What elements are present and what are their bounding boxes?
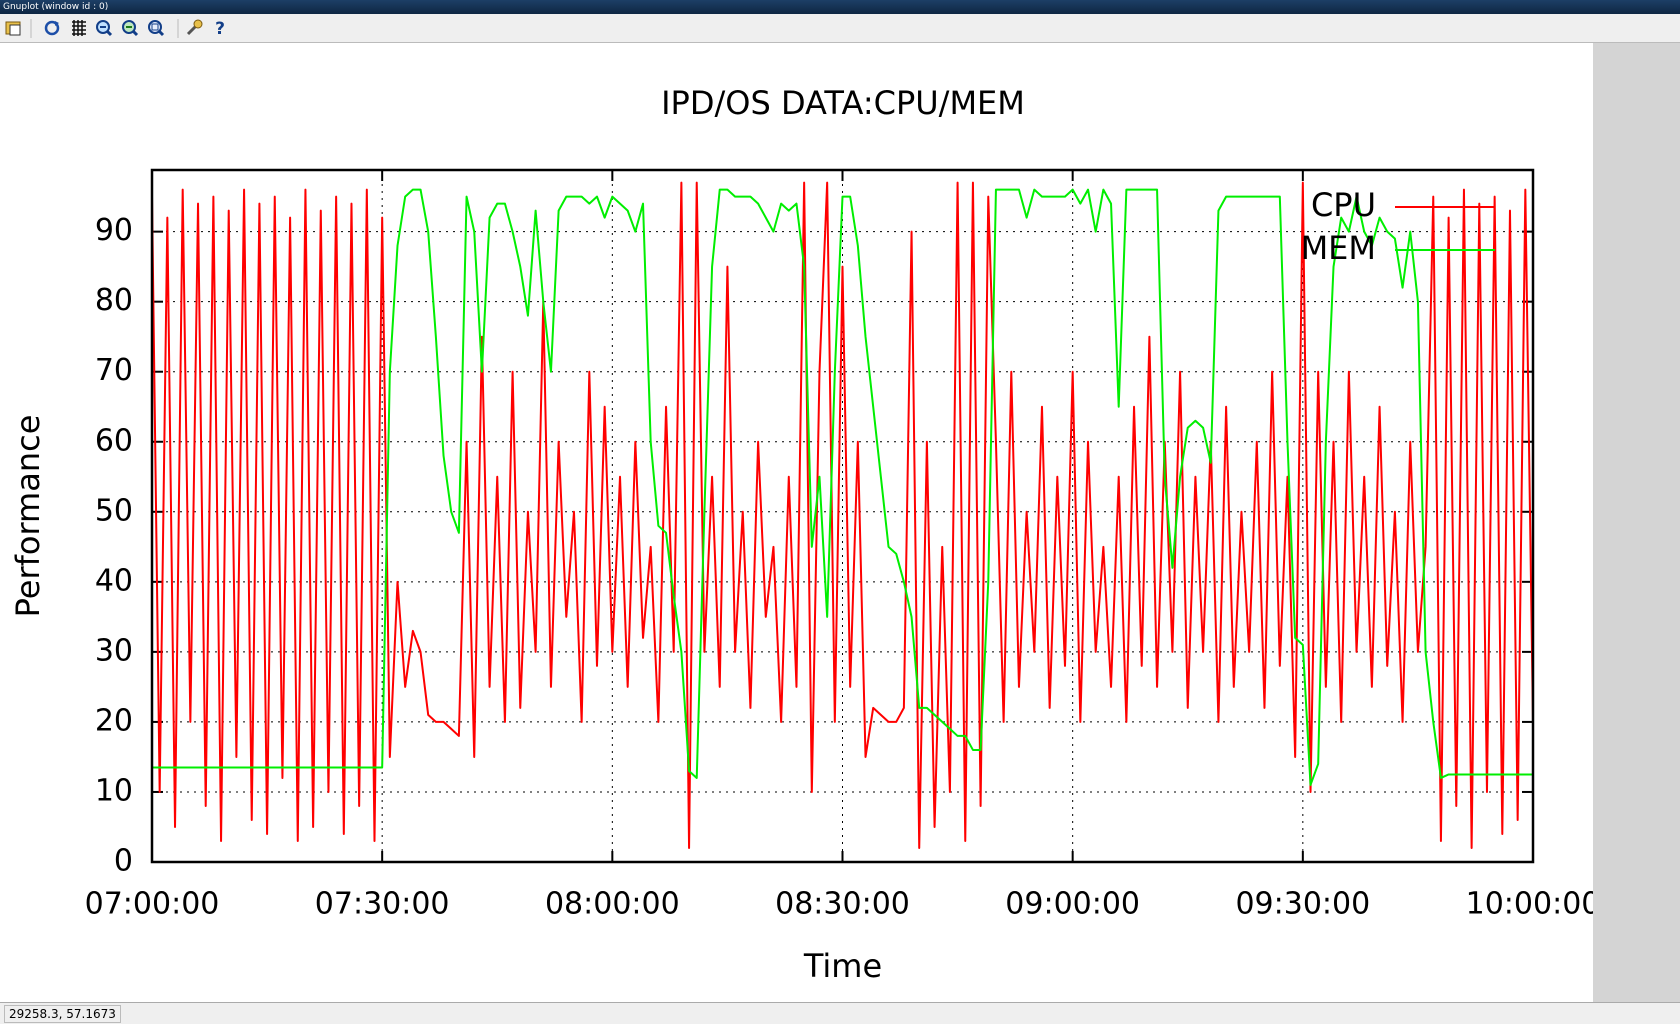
chart-title: IPD/OS DATA:CPU/MEM — [661, 84, 1025, 122]
chart: IPD/OS DATA:CPU/MEM Time Performance 0 10… — [9, 84, 1601, 985]
x-tick-label: 08:30:00 — [775, 887, 910, 922]
side-panel — [1593, 43, 1680, 1002]
zoom-next-button[interactable] — [122, 20, 139, 37]
status-text: 29258.3, 57.1673 — [4, 1005, 121, 1023]
series-line — [152, 188, 1533, 786]
window-title: Gnuplot (window id : 0) — [0, 0, 1680, 14]
x-axis-label: Time — [803, 947, 882, 985]
x-tick-label: 09:00:00 — [1005, 887, 1140, 922]
config-button[interactable] — [186, 19, 203, 36]
y-tick-label: 70 — [95, 353, 133, 388]
x-tick-label: 08:00:00 — [545, 887, 680, 922]
legend-label: MEM — [1301, 229, 1376, 267]
y-tick-label: 60 — [95, 423, 133, 458]
x-tick-label: 07:00:00 — [85, 887, 220, 922]
series-line — [152, 181, 1533, 849]
y-tick-label: 30 — [95, 633, 133, 668]
zoom-prev-button[interactable] — [96, 20, 113, 37]
replot-button[interactable] — [44, 20, 60, 36]
x-tick-label: 10:00:00 — [1466, 887, 1601, 922]
autoscale-button[interactable] — [148, 20, 165, 37]
legend-label: CPU — [1311, 186, 1376, 224]
y-axis-label: Performance — [9, 415, 47, 618]
svg-text:?: ? — [215, 19, 225, 39]
y-tick-label: 10 — [95, 773, 133, 808]
copy-button[interactable] — [5, 21, 21, 36]
status-bar: 29258.3, 57.1673 — [0, 1002, 1680, 1024]
toolbar: ? — [0, 14, 1680, 43]
x-tick-label: 07:30:00 — [315, 887, 450, 922]
y-tick-label: 20 — [95, 703, 133, 738]
plot-border — [150, 168, 1535, 864]
toolbar-icons: ? — [5, 19, 225, 39]
help-button[interactable]: ? — [215, 19, 225, 39]
y-tick-label: 40 — [95, 563, 133, 598]
y-tick-label: 90 — [95, 213, 133, 248]
y-tick-label: 80 — [95, 283, 133, 318]
grid-button[interactable] — [72, 20, 86, 36]
y-tick-label: 50 — [95, 493, 133, 528]
x-tick-label: 09:30:00 — [1235, 887, 1370, 922]
y-tick-label: 0 — [114, 844, 133, 879]
